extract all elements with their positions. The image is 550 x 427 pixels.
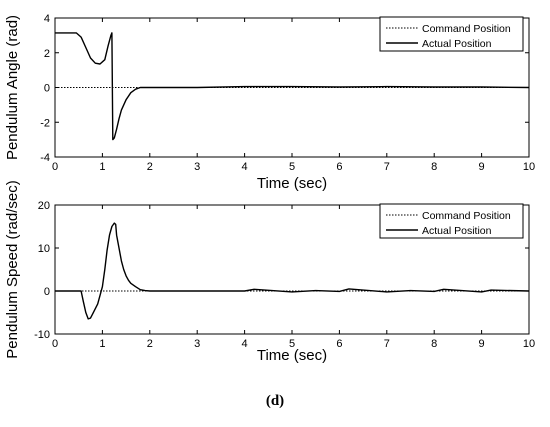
y-tick-label: 20	[38, 200, 50, 212]
y-tick-label: 4	[44, 13, 50, 25]
legend-box	[379, 203, 524, 239]
x-tick-label: 5	[289, 338, 295, 350]
x-tick-label: 2	[147, 338, 153, 350]
y-tick-label: 0	[44, 286, 50, 298]
y-tick-label: 2	[44, 48, 50, 60]
y-tick-label: 0	[44, 83, 50, 95]
actual-position-line	[55, 222, 530, 320]
legend-label: Actual Position	[422, 38, 492, 50]
y-tick-label: -2	[40, 117, 50, 129]
x-tick-label: 3	[194, 338, 200, 350]
legend-label: Command Position	[422, 23, 511, 35]
actual-position-line	[55, 32, 530, 141]
x-tick-label: 9	[479, 338, 485, 350]
y-tick-label: 10	[38, 243, 50, 255]
x-tick-label: 6	[336, 338, 342, 350]
x-tick-label: 0	[52, 338, 58, 350]
legend-box	[379, 16, 524, 52]
legend: Command Position Actual Position	[379, 16, 524, 52]
x-tick-label: 3	[194, 161, 200, 173]
y-tick-label: -4	[40, 152, 50, 164]
y-tick-label: -10	[34, 329, 50, 341]
x-tick-label: 7	[384, 338, 390, 350]
x-tick-label: 2	[147, 161, 153, 173]
x-axis-label: Time (sec)	[257, 347, 327, 364]
x-tick-label: 0	[52, 161, 58, 173]
y-axis-label: Pendulum Angle (rad)	[4, 15, 21, 160]
x-tick-label: 4	[242, 338, 248, 350]
x-tick-label: 1	[99, 338, 105, 350]
x-tick-label: 8	[431, 161, 437, 173]
y-axis-label: Pendulum Speed (rad/sec)	[4, 180, 21, 358]
x-tick-label: 9	[479, 161, 485, 173]
angle-chart: 0 1 2 3 4 5 6 7 8 9 10 -4 -2 0 2 4 Time (sec) Pendulum An…	[4, 13, 535, 192]
x-tick-label: 1	[99, 161, 105, 173]
x-tick-label: 7	[384, 161, 390, 173]
legend: Command Position Actual Position	[379, 203, 524, 239]
legend-label: Actual Position	[422, 225, 492, 237]
legend-label: Command Position	[422, 210, 511, 222]
x-tick-label: 10	[523, 161, 535, 173]
x-axis-label: Time (sec)	[257, 175, 327, 192]
x-tick-label: 10	[523, 338, 535, 350]
panel-label: (d)	[265, 393, 285, 409]
x-tick-label: 5	[289, 161, 295, 173]
x-tick-label: 4	[242, 161, 248, 173]
x-tick-label: 6	[336, 161, 342, 173]
x-tick-label: 8	[431, 338, 437, 350]
